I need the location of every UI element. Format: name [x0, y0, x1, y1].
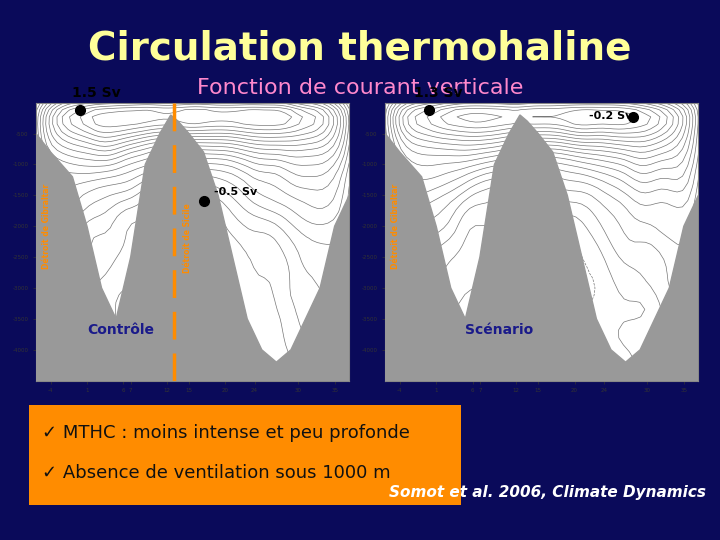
Text: Détroit de Gibraltar: Détroit de Gibraltar	[391, 184, 400, 269]
Polygon shape	[36, 115, 349, 387]
Text: 1.5 Sv: 1.5 Sv	[72, 86, 121, 100]
Text: -0.5 Sv: -0.5 Sv	[215, 187, 258, 197]
Text: ✓ Absence de ventilation sous 1000 m: ✓ Absence de ventilation sous 1000 m	[42, 464, 390, 482]
Text: Détroit de Sicile: Détroit de Sicile	[183, 204, 192, 273]
Text: Circulation thermohaline: Circulation thermohaline	[89, 30, 631, 68]
Text: ✓ MTHC : moins intense et peu profonde: ✓ MTHC : moins intense et peu profonde	[42, 424, 410, 442]
Text: Détroit de Gibraltar: Détroit de Gibraltar	[42, 184, 51, 269]
Text: Contrôle: Contrôle	[87, 323, 154, 338]
Text: -0.2 Sv: -0.2 Sv	[589, 111, 632, 122]
Text: 1.3 Sv: 1.3 Sv	[414, 86, 462, 100]
Polygon shape	[385, 115, 698, 387]
Text: Scénario: Scénario	[465, 323, 534, 338]
Text: Fonction de courant verticale: Fonction de courant verticale	[197, 78, 523, 98]
Text: Somot et al. 2006, Climate Dynamics: Somot et al. 2006, Climate Dynamics	[389, 484, 706, 500]
